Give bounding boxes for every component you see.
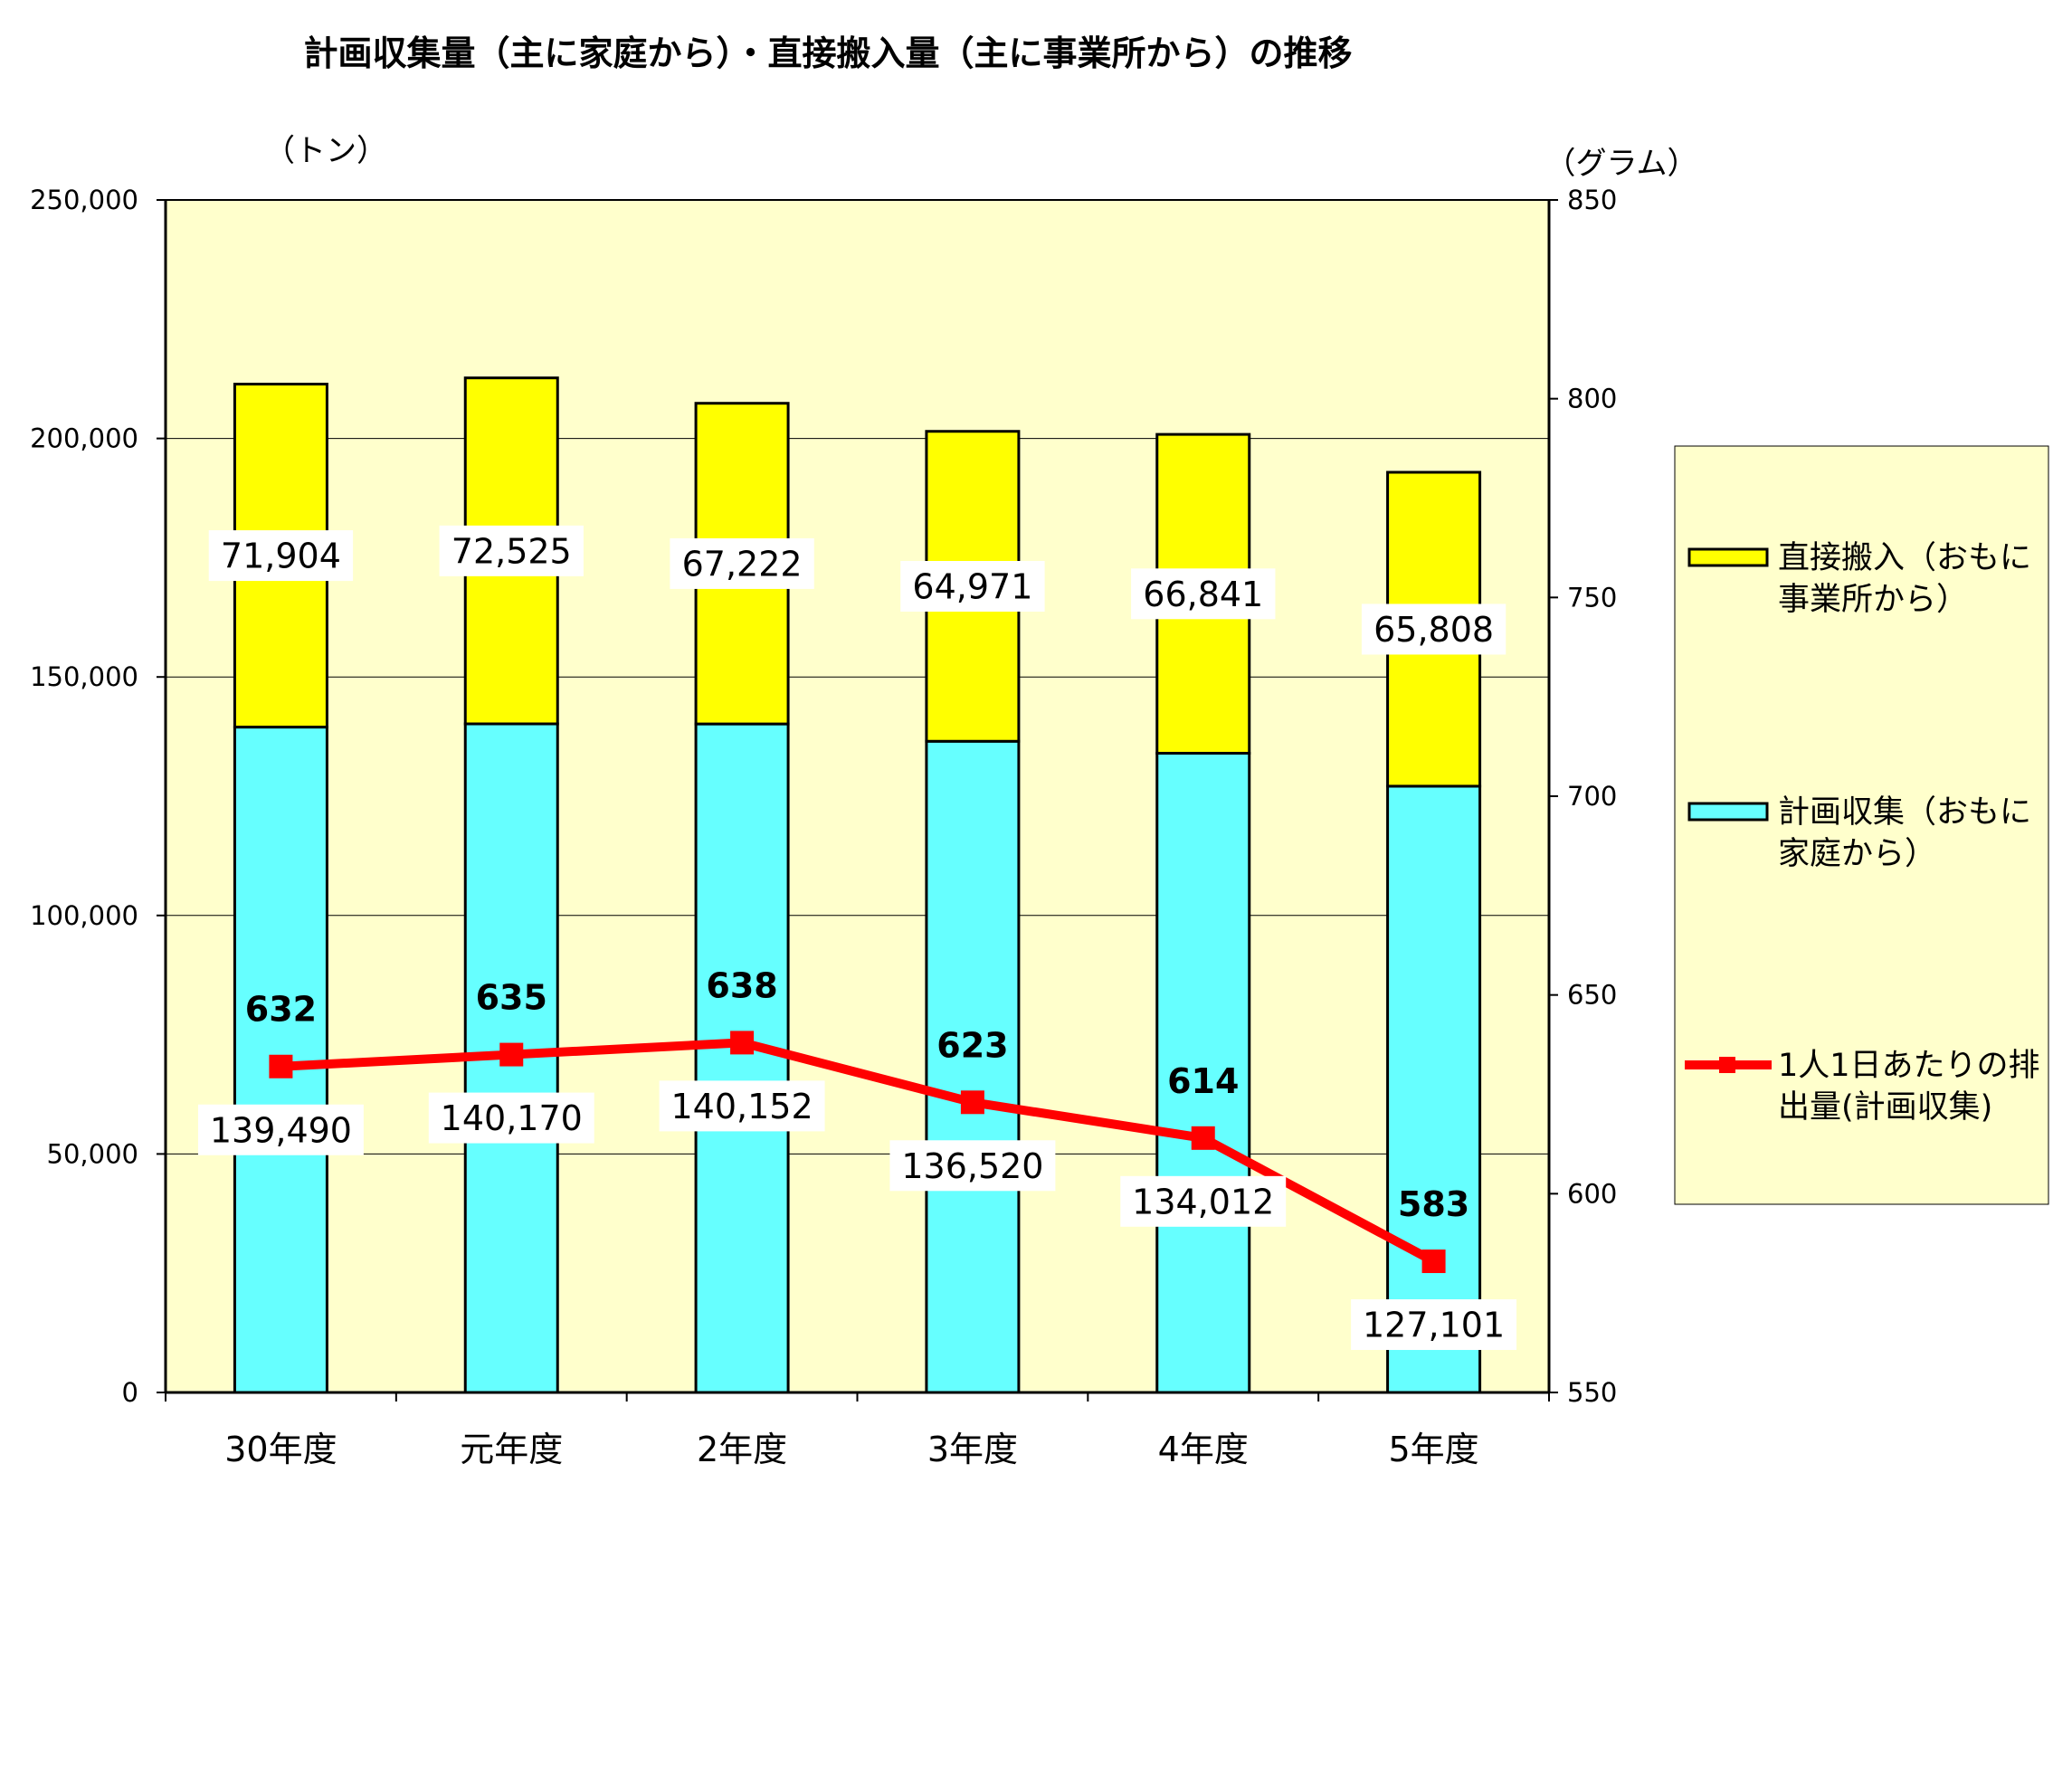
legend-label: 家庭から） bbox=[1778, 836, 1936, 872]
line-data-label: 632 bbox=[245, 990, 317, 1030]
line-data-label: 614 bbox=[1167, 1061, 1239, 1101]
series-marker bbox=[730, 1031, 755, 1055]
line-data-label: 635 bbox=[476, 978, 547, 1018]
left-axis-tick-label: 50,000 bbox=[47, 1138, 138, 1169]
legend-label: 直接搬入（おもに bbox=[1778, 540, 2031, 576]
right-axis-tick-label: 800 bbox=[1567, 384, 1617, 414]
right-axis-tick-label: 850 bbox=[1567, 185, 1617, 215]
data-label: 140,152 bbox=[671, 1087, 813, 1126]
left-axis-unit: （トン） bbox=[264, 133, 387, 169]
chart-title: 計画収集量（主に家庭から）・直接搬入量（主に事業所から）の推移 bbox=[303, 33, 1352, 73]
data-label: 136,520 bbox=[901, 1146, 1043, 1186]
data-label: 71,904 bbox=[221, 537, 341, 576]
left-axis-tick-label: 100,000 bbox=[30, 900, 138, 931]
right-axis-tick-label: 600 bbox=[1567, 1178, 1617, 1209]
bar-segment bbox=[1386, 784, 1482, 1394]
x-axis-category-label: 元年度 bbox=[460, 1430, 563, 1469]
data-label: 72,525 bbox=[451, 532, 572, 572]
line-data-label: 638 bbox=[706, 965, 777, 1005]
legend-label: 1人1日あたりの排 bbox=[1778, 1048, 2040, 1084]
bar-segment bbox=[694, 722, 790, 1394]
data-label-background bbox=[1131, 568, 1276, 620]
plot-background bbox=[165, 199, 1550, 1393]
legend-marker-swatch bbox=[1719, 1057, 1735, 1073]
plot-area: 0 50,000 100,000 150,000 200,000 250,000 550 60… bbox=[30, 185, 1617, 1469]
x-axis-category-label: 3年度 bbox=[927, 1430, 1018, 1469]
left-axis-tick-label: 150,000 bbox=[30, 661, 138, 692]
data-label: 127,101 bbox=[1363, 1306, 1505, 1345]
data-label-background bbox=[439, 525, 584, 576]
right-axis-tick-label: 700 bbox=[1567, 781, 1617, 812]
data-label: 140,170 bbox=[441, 1098, 583, 1138]
data-label: 64,971 bbox=[912, 567, 1032, 607]
data-label-background bbox=[900, 561, 1045, 613]
series-marker bbox=[1191, 1126, 1215, 1150]
line-data-label: 623 bbox=[936, 1025, 1008, 1065]
left-axis-tick-label: 0 bbox=[122, 1377, 138, 1408]
data-label-background bbox=[1351, 1299, 1517, 1351]
x-axis-category-label: 30年度 bbox=[224, 1430, 337, 1469]
data-label-background bbox=[659, 1080, 825, 1132]
bar-segment bbox=[1155, 751, 1251, 1394]
data-label: 65,808 bbox=[1373, 610, 1494, 650]
legend-label: 計画収集（おもに bbox=[1778, 794, 2031, 831]
right-axis-tick-label: 650 bbox=[1567, 980, 1617, 1011]
data-label-background bbox=[670, 537, 814, 589]
right-axis-unit: （グラム） bbox=[1545, 146, 1698, 182]
data-label-background bbox=[1120, 1175, 1287, 1227]
left-axis-tick-label: 250,000 bbox=[30, 185, 138, 215]
legend-swatch bbox=[1687, 547, 1769, 567]
legend-box bbox=[1674, 445, 2049, 1205]
x-axis-category-label: 5年度 bbox=[1388, 1430, 1478, 1469]
series-marker bbox=[960, 1090, 984, 1115]
x-axis-category-label: 4年度 bbox=[1158, 1430, 1249, 1469]
data-label-background bbox=[428, 1092, 594, 1144]
data-label-background bbox=[197, 1104, 364, 1155]
series-line bbox=[280, 1038, 1436, 1266]
x-axis-category-label: 2年度 bbox=[697, 1430, 787, 1469]
data-label-background bbox=[889, 1140, 1056, 1192]
line-data-label: 583 bbox=[1398, 1184, 1469, 1224]
data-label-background bbox=[208, 530, 354, 582]
right-axis-tick-label: 550 bbox=[1567, 1377, 1617, 1408]
series-marker bbox=[269, 1054, 293, 1079]
right-axis-tick-label: 750 bbox=[1567, 582, 1617, 613]
left-axis-tick-label: 200,000 bbox=[30, 423, 138, 454]
data-label: 134,012 bbox=[1132, 1183, 1274, 1222]
data-label: 67,222 bbox=[682, 545, 803, 584]
legend-swatch bbox=[1687, 802, 1769, 822]
series-marker bbox=[1421, 1250, 1446, 1274]
data-label: 66,841 bbox=[1143, 575, 1263, 614]
legend-label: 出量(計画収集) bbox=[1778, 1089, 1992, 1126]
legend-label: 事業所から） bbox=[1778, 582, 1968, 618]
bar-segment bbox=[925, 739, 1021, 1394]
data-label: 139,490 bbox=[210, 1110, 352, 1150]
data-label-background bbox=[1361, 603, 1506, 655]
series-marker bbox=[499, 1042, 524, 1067]
